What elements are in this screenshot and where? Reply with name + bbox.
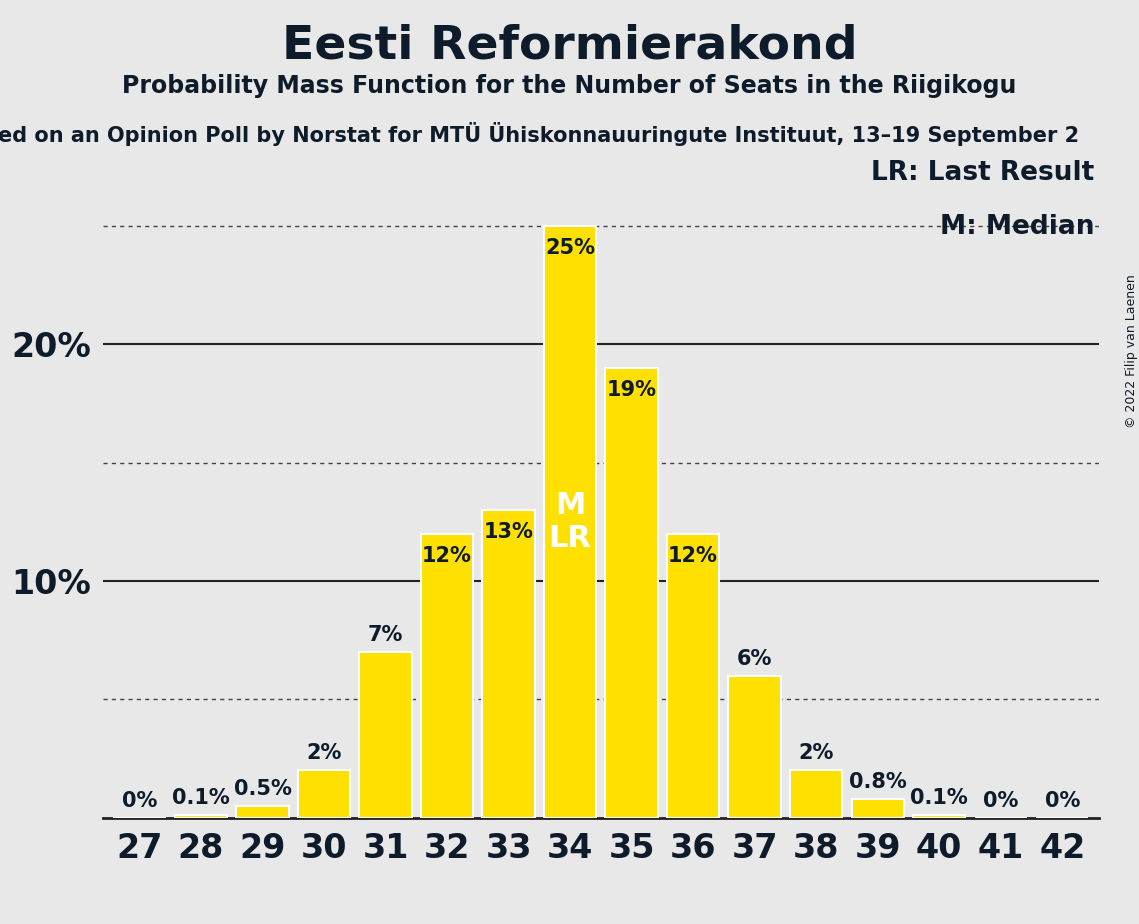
- Bar: [606, 368, 657, 818]
- Bar: [236, 806, 288, 818]
- Text: 0.8%: 0.8%: [849, 772, 907, 792]
- Text: Probability Mass Function for the Number of Seats in the Riigikogu: Probability Mass Function for the Number…: [122, 74, 1017, 98]
- Bar: [297, 771, 350, 818]
- Bar: [174, 815, 227, 818]
- Text: 0%: 0%: [983, 791, 1018, 810]
- Bar: [913, 815, 966, 818]
- Bar: [852, 799, 904, 818]
- Text: © 2022 Filip van Laenen: © 2022 Filip van Laenen: [1124, 274, 1138, 428]
- Text: 12%: 12%: [423, 545, 472, 565]
- Bar: [360, 652, 411, 818]
- Bar: [729, 675, 780, 818]
- Bar: [483, 510, 534, 818]
- Bar: [667, 534, 719, 818]
- Text: 12%: 12%: [669, 545, 718, 565]
- Text: 2%: 2%: [798, 743, 834, 763]
- Text: 0.1%: 0.1%: [172, 788, 230, 808]
- Text: 25%: 25%: [546, 237, 595, 258]
- Text: LR: Last Result: LR: Last Result: [871, 160, 1095, 186]
- Text: M: Median: M: Median: [940, 214, 1095, 240]
- Text: 7%: 7%: [368, 625, 403, 645]
- Text: 2%: 2%: [306, 743, 342, 763]
- Bar: [421, 534, 473, 818]
- Bar: [790, 771, 842, 818]
- Text: 0%: 0%: [1044, 791, 1080, 810]
- Text: ed on an Opinion Poll by Norstat for MTÜ Ühiskonnauuringute Instituut, 13–19 Sep: ed on an Opinion Poll by Norstat for MTÜ…: [0, 122, 1079, 146]
- Text: 6%: 6%: [737, 649, 772, 669]
- Text: 13%: 13%: [484, 522, 533, 541]
- Text: M
LR: M LR: [549, 491, 591, 553]
- Text: Eesti Reformierakond: Eesti Reformierakond: [281, 23, 858, 68]
- Bar: [544, 226, 596, 818]
- Text: 0.5%: 0.5%: [233, 779, 292, 799]
- Text: 0%: 0%: [122, 791, 157, 810]
- Text: 0.1%: 0.1%: [910, 788, 968, 808]
- Text: 19%: 19%: [607, 380, 656, 400]
